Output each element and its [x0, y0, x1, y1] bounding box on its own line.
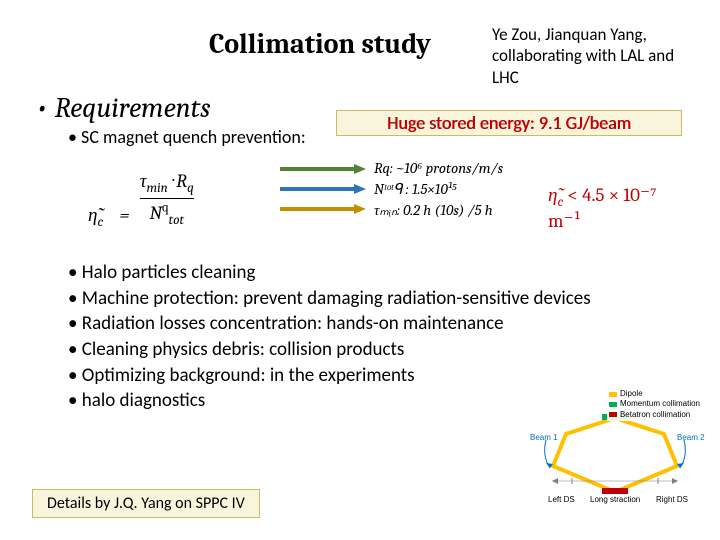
svg-text:Beam 1: Beam 1	[530, 433, 558, 442]
arrow-stack	[280, 164, 366, 224]
arrow-icon	[280, 184, 366, 194]
svg-text:Long straction: Long straction	[590, 495, 640, 504]
parameter-values: Rq: ~10⁶ protons/m/s Nᵗᵒᵗᑫ : 1.5×10¹⁵ τₘ…	[374, 158, 503, 221]
ring-schematic: Dipole Momentum collimation Betatron col…	[522, 386, 708, 504]
svg-text:Left DS: Left DS	[548, 495, 575, 504]
arrow-icon	[280, 164, 366, 174]
energy-highlight: Huge stored energy: 9.1 GJ/beam	[336, 110, 682, 136]
result-inequality: η̃c < 4.5 × 10⁻⁷ m⁻¹	[548, 184, 688, 232]
list-item: Machine protection: prevent damaging rad…	[68, 286, 688, 312]
svg-text:Beam 2: Beam 2	[677, 433, 705, 442]
list-item: Radiation losses concentration: hands-on…	[68, 311, 688, 337]
footer-note: Details by J.Q. Yang on SPPC IV	[32, 489, 260, 518]
list-item: Halo particles cleaning	[68, 260, 688, 286]
svg-text:Right DS: Right DS	[656, 495, 688, 504]
arrow-icon	[280, 204, 366, 214]
list-item: Optimizing background: in the experiment…	[68, 363, 688, 389]
formula-region: η̃c = τmin · Rq Nqtot Rq: ~10⁶ protons/m…	[88, 158, 688, 254]
credits-text: Ye Zou, Jianquan Yang, collaborating wit…	[492, 24, 692, 88]
list-item: Cleaning physics debris: collision produ…	[68, 337, 688, 363]
eta-formula: η̃c = τmin · Rq Nqtot	[88, 170, 194, 228]
schematic-legend: Dipole Momentum collimation Betatron col…	[607, 388, 702, 421]
